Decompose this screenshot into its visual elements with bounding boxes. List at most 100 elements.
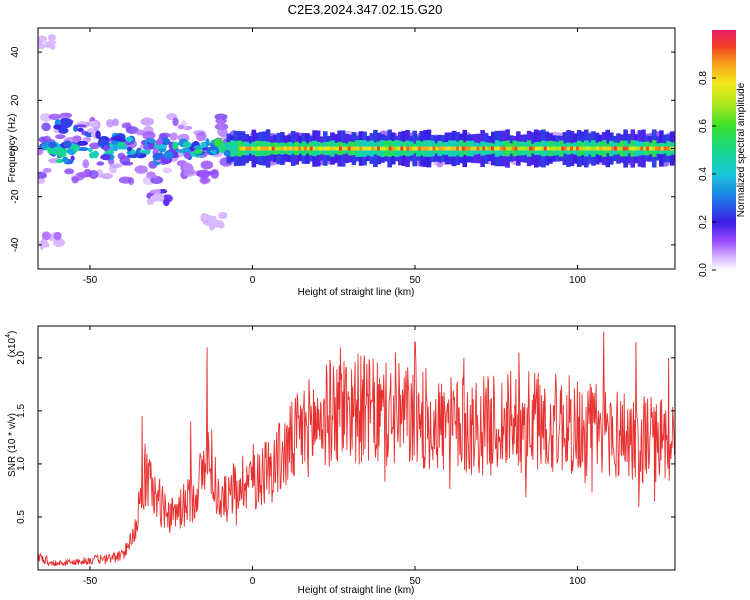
spectrogram-core-cell (309, 146, 313, 151)
spectrogram-core-cell (295, 146, 299, 151)
spectrogram-core-cell (567, 146, 571, 151)
spectrogram-blob-cell (49, 43, 56, 50)
spectrogram-core-cell (537, 146, 542, 151)
spectrogram-blob-cell (125, 136, 133, 143)
spectrogram-blob-cell (62, 156, 69, 163)
spectrogram-blob-cell (149, 189, 162, 194)
spectrogram-noise-cell (162, 167, 173, 174)
spectrogram-blob-cell (217, 221, 225, 229)
spectrogram-core-cell (608, 146, 612, 151)
spectrogram-core-cell (590, 146, 594, 151)
spectrogram-core-cell (300, 146, 305, 151)
spectrogram-blob-cell (38, 35, 48, 43)
spectrogram-noise-cell (109, 163, 123, 169)
snr-y-tick-label: 1.5 (16, 403, 27, 417)
spectrogram-core-cell (485, 146, 489, 151)
spectrogram-core-cell (625, 146, 629, 151)
spectrogram-blob-cell (77, 147, 89, 152)
spectrogram-panel: -50 0 50 100 -40 -20 0 20 40 Height of straight… (7, 27, 676, 298)
spectrogram-core-cell (458, 146, 463, 151)
spectrogram-core-cell (259, 146, 264, 151)
snr-y-label: SNR (10 * v/v) (7, 413, 18, 477)
spectrogram-core-cell (435, 146, 439, 151)
spectrogram-core-cell (628, 146, 632, 151)
spectrogram-noise-cell (105, 118, 114, 128)
spectrogram-core-cell (561, 146, 565, 151)
spectrogram-core-cell (453, 146, 457, 151)
spectrogram-core-cell (400, 146, 404, 151)
spectrogram-band-cell (230, 140, 235, 157)
spectrogram-core-cell (333, 146, 337, 151)
spectrogram-noise-cell (41, 122, 51, 132)
spectrogram-x-label: Height of straight line (km) (298, 287, 415, 298)
spectrogram-core-cell (526, 146, 530, 151)
spectrogram-core-cell (505, 146, 509, 151)
spectrogram-blob-cell (75, 124, 87, 128)
spectrogram-core-cell (356, 146, 360, 151)
spectrogram-blob-cell (126, 146, 133, 152)
spectrogram-core-cell (581, 146, 585, 151)
spectrogram-core-cell (315, 146, 319, 151)
spectrogram-blob-cell (209, 222, 215, 231)
spectrogram-core-cell (286, 146, 290, 151)
spectrogram-core-cell (473, 146, 477, 151)
spectrogram-y-label: Frequency (Hz) (7, 114, 18, 183)
spectrogram-blob-cell (146, 198, 153, 205)
spectrogram-core-cell (499, 146, 504, 151)
spectrogram-blob-cell (48, 141, 57, 149)
spectrogram-x-tick-label: 50 (409, 275, 421, 286)
spectrogram-core-cell (257, 146, 261, 151)
spectrogram-core-cell (406, 146, 410, 151)
spectrogram-blob-cell (183, 151, 191, 159)
spectrogram-core-cell (646, 146, 650, 151)
spectrogram-core-cell (303, 146, 308, 151)
spectrogram-core-cell (265, 146, 270, 151)
spectrogram-core-cell (613, 146, 618, 151)
spectrogram-core-cell (619, 146, 623, 151)
snr-x-label: Height of straight line (km) (298, 585, 415, 596)
spectrogram-core-cell (432, 146, 436, 151)
spectrogram-noise-cell (96, 161, 105, 166)
spectrogram-noise-cell (195, 131, 207, 142)
spectrogram-y-ticks: -40 -20 0 20 40 (10, 46, 675, 252)
snr-series-line (38, 331, 675, 567)
snr-y-tick-label: 0.5 (16, 510, 27, 524)
spectrogram-core-cell (543, 146, 547, 151)
spectrogram-blob-cell (38, 43, 46, 50)
spectrogram-blob-cell (218, 211, 228, 220)
spectrogram-core-cell (663, 146, 667, 151)
spectrogram-core-cell (262, 146, 267, 151)
spectrogram-noise-cell (142, 131, 156, 140)
spectrogram-core-cell (610, 146, 615, 151)
spectrogram-core-cell (350, 146, 354, 151)
spectrogram-core-cell (359, 146, 363, 151)
spectrogram-noise-cell (100, 172, 114, 180)
spectrogram-noise-cell (48, 113, 61, 121)
spectrogram-core-cell (631, 146, 635, 151)
spectrogram-core-cell (464, 146, 468, 151)
spectrogram-noise-cell (217, 127, 228, 137)
spectrogram-noise-cell (38, 178, 45, 184)
spectrogram-blob-cell (163, 198, 170, 207)
spectrogram-blob-cell (53, 238, 66, 247)
colorbar-label: Normalized spectral amplitude (736, 82, 747, 217)
spectrogram-core-cell (289, 146, 293, 151)
spectrogram-noise-cell (125, 126, 139, 135)
spectrogram-blob-cell (103, 145, 109, 152)
spectrogram-x-tick-label: 0 (250, 275, 256, 286)
spectrogram-blob-cell (90, 133, 96, 137)
spectrogram-core-cell (271, 146, 275, 151)
spectrogram-core-cell (572, 146, 577, 151)
spectrogram-noise-cell (135, 129, 145, 136)
spectrogram-core-cell (365, 146, 369, 151)
spectrogram-noise-cell (121, 161, 134, 166)
snr-y-tick-label: 2.0 (16, 350, 27, 364)
spectrogram-noise-cell (121, 122, 131, 129)
spectrogram-blob-cell (95, 130, 101, 139)
colorbar-tick-label: 0.4 (698, 167, 709, 181)
snr-y-tick-label: 1.0 (16, 457, 27, 471)
spectrogram-noise-cell (77, 171, 90, 178)
spectrogram-noise-cell (89, 142, 100, 150)
spectrogram-core-cell (385, 146, 389, 151)
spectrogram-noise-cell (134, 165, 148, 174)
